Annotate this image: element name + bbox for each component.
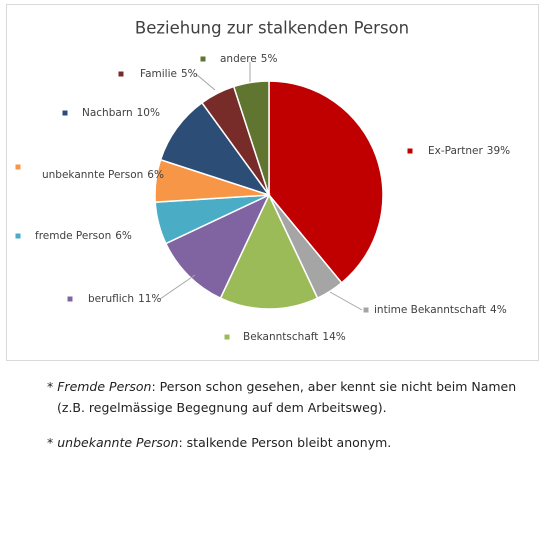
pie-slice bbox=[232, 80, 270, 196]
label-marker bbox=[200, 56, 206, 62]
label-category: andere bbox=[220, 53, 257, 65]
data-label: Familie 5% bbox=[140, 68, 198, 80]
label-marker bbox=[363, 307, 369, 313]
data-label: beruflich 11% bbox=[88, 293, 161, 305]
label-category: Ex-Partner bbox=[428, 145, 483, 157]
pie-slice bbox=[219, 193, 319, 310]
leader-line bbox=[195, 73, 216, 91]
label-value: 11% bbox=[138, 293, 161, 305]
label-value: 6% bbox=[147, 169, 164, 181]
label-category: Familie bbox=[140, 68, 177, 80]
note-continuation: (z.B. regelmässige Begegnung auf dem Arb… bbox=[57, 400, 387, 415]
pie-slice bbox=[159, 101, 271, 197]
data-label: Nachbarn 10% bbox=[82, 107, 160, 119]
data-label: Bekanntschaft 14% bbox=[243, 331, 346, 343]
label-category: Nachbarn bbox=[82, 107, 133, 119]
label-category: Bekanntschaft bbox=[243, 331, 318, 343]
label-value: 5% bbox=[261, 53, 278, 65]
note: * unbekannte Person: stalkende Person bl… bbox=[47, 432, 391, 453]
label-marker bbox=[224, 334, 230, 340]
data-label: fremde Person 6% bbox=[35, 230, 132, 242]
label-category: beruflich bbox=[88, 293, 134, 305]
data-label: unbekannte Person 6% bbox=[42, 169, 164, 181]
chart: Beziehung zur stalkenden Person Ex-Partn… bbox=[6, 4, 539, 361]
note-marker: * bbox=[47, 435, 54, 450]
label-value: 39% bbox=[487, 145, 510, 157]
data-label: Ex-Partner 39% bbox=[428, 145, 510, 157]
label-marker bbox=[62, 110, 68, 116]
note-term: Fremde Person bbox=[57, 379, 152, 394]
note-text: : stalkende Person bleibt anonym. bbox=[178, 435, 392, 450]
pie-slice bbox=[268, 80, 384, 284]
pie-slice bbox=[164, 193, 271, 300]
chart-title: Beziehung zur stalkenden Person bbox=[135, 19, 409, 38]
label-value: 4% bbox=[490, 304, 507, 316]
label-marker bbox=[15, 164, 21, 170]
leader-line bbox=[329, 291, 363, 311]
label-value: 14% bbox=[322, 331, 345, 343]
label-marker bbox=[15, 233, 21, 239]
label-marker bbox=[118, 71, 124, 77]
data-label: andere 5% bbox=[220, 53, 277, 65]
label-marker bbox=[407, 148, 413, 154]
label-category: fremde Person bbox=[35, 230, 111, 242]
note: * Fremde Person: Person schon gesehen, a… bbox=[47, 376, 516, 418]
label-value: 10% bbox=[137, 107, 160, 119]
label-marker bbox=[67, 296, 73, 302]
note-term: unbekannte Person bbox=[57, 435, 179, 450]
label-value: 5% bbox=[181, 68, 198, 80]
leader-line bbox=[159, 274, 196, 300]
note-text: : Person schon gesehen, aber kennt sie n… bbox=[151, 379, 517, 394]
label-category: unbekannte Person bbox=[42, 169, 143, 181]
data-label: intime Bekanntschaft 4% bbox=[374, 304, 507, 316]
note-marker: * bbox=[47, 379, 54, 394]
label-category: intime Bekanntschaft bbox=[374, 304, 486, 316]
label-value: 6% bbox=[115, 230, 132, 242]
